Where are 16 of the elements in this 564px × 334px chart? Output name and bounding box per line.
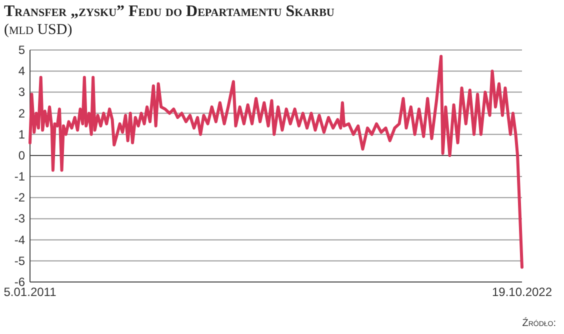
y-tick-label: 1 <box>18 127 26 142</box>
line-series <box>28 54 524 269</box>
chart-title: Transfer „zysku” Fedu do Departamentu Skarbu <box>4 3 334 20</box>
y-tick-label: 0 <box>18 148 26 162</box>
y-tick-label: 3 <box>18 85 26 100</box>
y-tick-label: 2 <box>18 106 26 120</box>
chart-subtitle: (mld USD) <box>4 22 72 38</box>
y-tick-label: -3 <box>14 212 26 226</box>
y-tick-label: -5 <box>14 254 26 268</box>
x-tick-label: 19.10.2022 <box>492 285 552 299</box>
y-tick-label: -1 <box>14 170 26 184</box>
y-tick-label: -2 <box>14 190 26 205</box>
y-tick-label: -4 <box>14 232 26 247</box>
y-tick-label: 4 <box>18 64 26 78</box>
y-tick-label: 5 <box>18 43 26 57</box>
text: Źródło: <box>522 317 556 329</box>
